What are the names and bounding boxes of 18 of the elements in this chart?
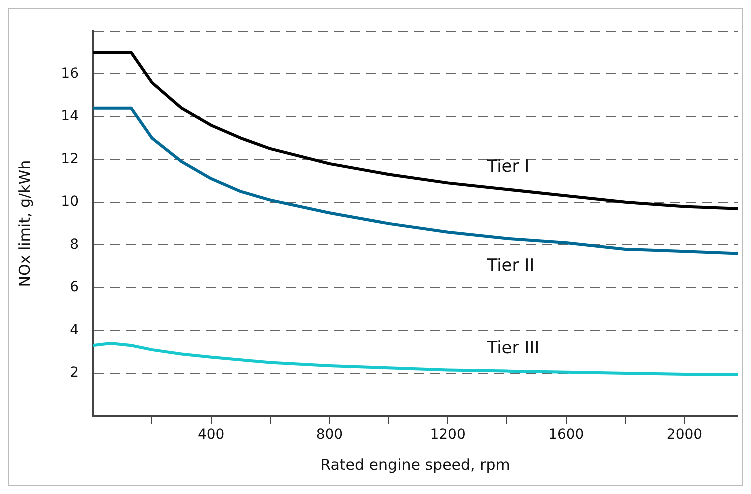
y-axis-title: NOx limit, g/kWh [16,160,34,288]
x-tick-label: 800 [316,427,344,444]
y-tick-label: 12 [61,151,79,168]
y-tick-label: 2 [70,365,79,382]
y-tick-label: 14 [61,108,80,125]
series-label: Tier III [486,338,540,359]
series-label: Tier II [486,256,535,276]
x-tick-label: 1200 [430,427,466,444]
x-axis-title: Rated engine speed, rpm [320,456,510,474]
series-label: Tier I [486,157,530,178]
y-tick-label: 10 [61,194,79,210]
x-tick-label: 400 [198,427,225,444]
y-tick-label: 6 [70,280,80,296]
y-tick-label: 16 [61,66,80,82]
x-tick-label: 2000 [666,427,703,444]
x-tick-label: 1600 [548,427,584,444]
y-tick-label: 8 [70,236,79,253]
y-tick-label: 4 [70,322,80,338]
